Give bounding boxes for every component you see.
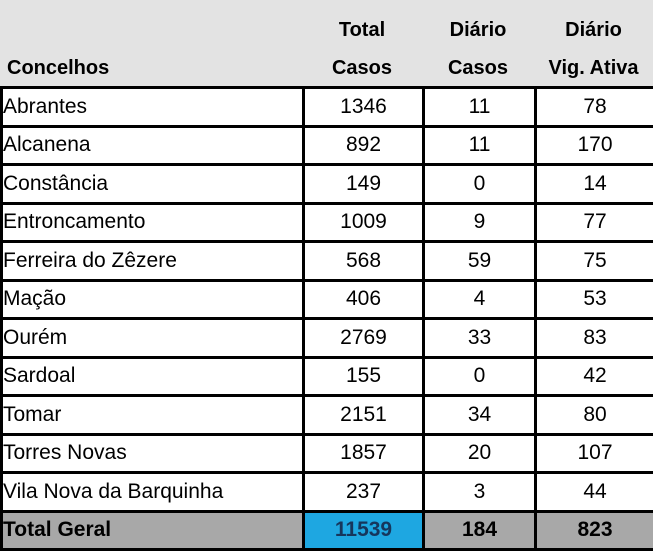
header-total-casos: Total Casos (331, 19, 393, 79)
diario-vig-ativa-grand-total: 823 (534, 509, 653, 551)
diario-casos-cell: 11 (422, 86, 537, 128)
diario-vig-ativa-cell: 42 (534, 355, 653, 397)
header-diario-casos: Diário Casos (447, 19, 509, 79)
diario-casos-cell: 0 (422, 355, 537, 397)
table-row: Ferreira do Zêzere 568 59 75 (0, 240, 653, 282)
concelho-name: Torres Novas (0, 432, 305, 474)
diario-vig-ativa-cell: 107 (534, 432, 653, 474)
diario-casos-cell: 33 (422, 317, 537, 359)
diario-vig-ativa-cell: 77 (534, 201, 653, 243)
concelho-name: Vila Nova da Barquinha (0, 471, 305, 513)
diario-vig-ativa-cell: 80 (534, 394, 653, 436)
diario-vig-ativa-cell: 44 (534, 471, 653, 513)
header-diario-vig-ativa: Diário Vig. Ativa (548, 19, 639, 79)
concelho-name: Alcanena (0, 124, 305, 166)
total-casos-cell: 568 (302, 240, 425, 282)
diario-casos-cell: 3 (422, 471, 537, 513)
data-table: Abrantes 1346 11 78 Alcanena 892 11 170 … (0, 86, 653, 551)
diario-vig-ativa-cell: 53 (534, 278, 653, 320)
total-casos-cell: 149 (302, 163, 425, 205)
concelho-name: Ourém (0, 317, 305, 359)
concelho-name: Tomar (0, 394, 305, 436)
table-header: Concelhos Total Casos Diário Casos Diári… (0, 0, 653, 86)
total-casos-cell: 1857 (302, 432, 425, 474)
concelho-name: Ferreira do Zêzere (0, 240, 305, 282)
header-concelhos: Concelhos (0, 0, 302, 86)
diario-casos-cell: 34 (422, 394, 537, 436)
table-row: Vila Nova da Barquinha 237 3 44 (0, 471, 653, 513)
table-row: Ourém 2769 33 83 (0, 317, 653, 359)
total-casos-cell: 155 (302, 355, 425, 397)
diario-casos-cell: 20 (422, 432, 537, 474)
table-row: Sardoal 155 0 42 (0, 355, 653, 397)
table-row: Alcanena 892 11 170 (0, 124, 653, 166)
concelho-name: Sardoal (0, 355, 305, 397)
concelho-name: Abrantes (0, 86, 305, 128)
diario-casos-cell: 11 (422, 124, 537, 166)
diario-vig-ativa-cell: 75 (534, 240, 653, 282)
concelho-name: Constância (0, 163, 305, 205)
table-row: Torres Novas 1857 20 107 (0, 432, 653, 474)
diario-vig-ativa-cell: 14 (534, 163, 653, 205)
total-casos-cell: 2151 (302, 394, 425, 436)
diario-vig-ativa-cell: 170 (534, 124, 653, 166)
total-row-label: Total Geral (0, 509, 305, 551)
total-row: Total Geral 11539 184 823 (0, 509, 653, 551)
diario-casos-grand-total: 184 (422, 509, 537, 551)
table-row: Mação 406 4 53 (0, 278, 653, 320)
diario-casos-cell: 9 (422, 201, 537, 243)
table-row: Tomar 2151 34 80 (0, 394, 653, 436)
total-casos-cell: 892 (302, 124, 425, 166)
diario-vig-ativa-cell: 83 (534, 317, 653, 359)
diario-casos-cell: 59 (422, 240, 537, 282)
header-concelhos-label: Concelhos (7, 57, 110, 79)
table-row: Entroncamento 1009 9 77 (0, 201, 653, 243)
diario-vig-ativa-cell: 78 (534, 86, 653, 128)
concelho-name: Entroncamento (0, 201, 305, 243)
total-casos-cell: 237 (302, 471, 425, 513)
total-casos-cell: 2769 (302, 317, 425, 359)
total-casos-cell: 1346 (302, 86, 425, 128)
total-casos-cell: 406 (302, 278, 425, 320)
diario-casos-cell: 0 (422, 163, 537, 205)
total-casos-grand-total: 11539 (302, 509, 425, 551)
table-row: Constância 149 0 14 (0, 163, 653, 205)
total-casos-cell: 1009 (302, 201, 425, 243)
table-row: Abrantes 1346 11 78 (0, 86, 653, 128)
concelho-name: Mação (0, 278, 305, 320)
diario-casos-cell: 4 (422, 278, 537, 320)
